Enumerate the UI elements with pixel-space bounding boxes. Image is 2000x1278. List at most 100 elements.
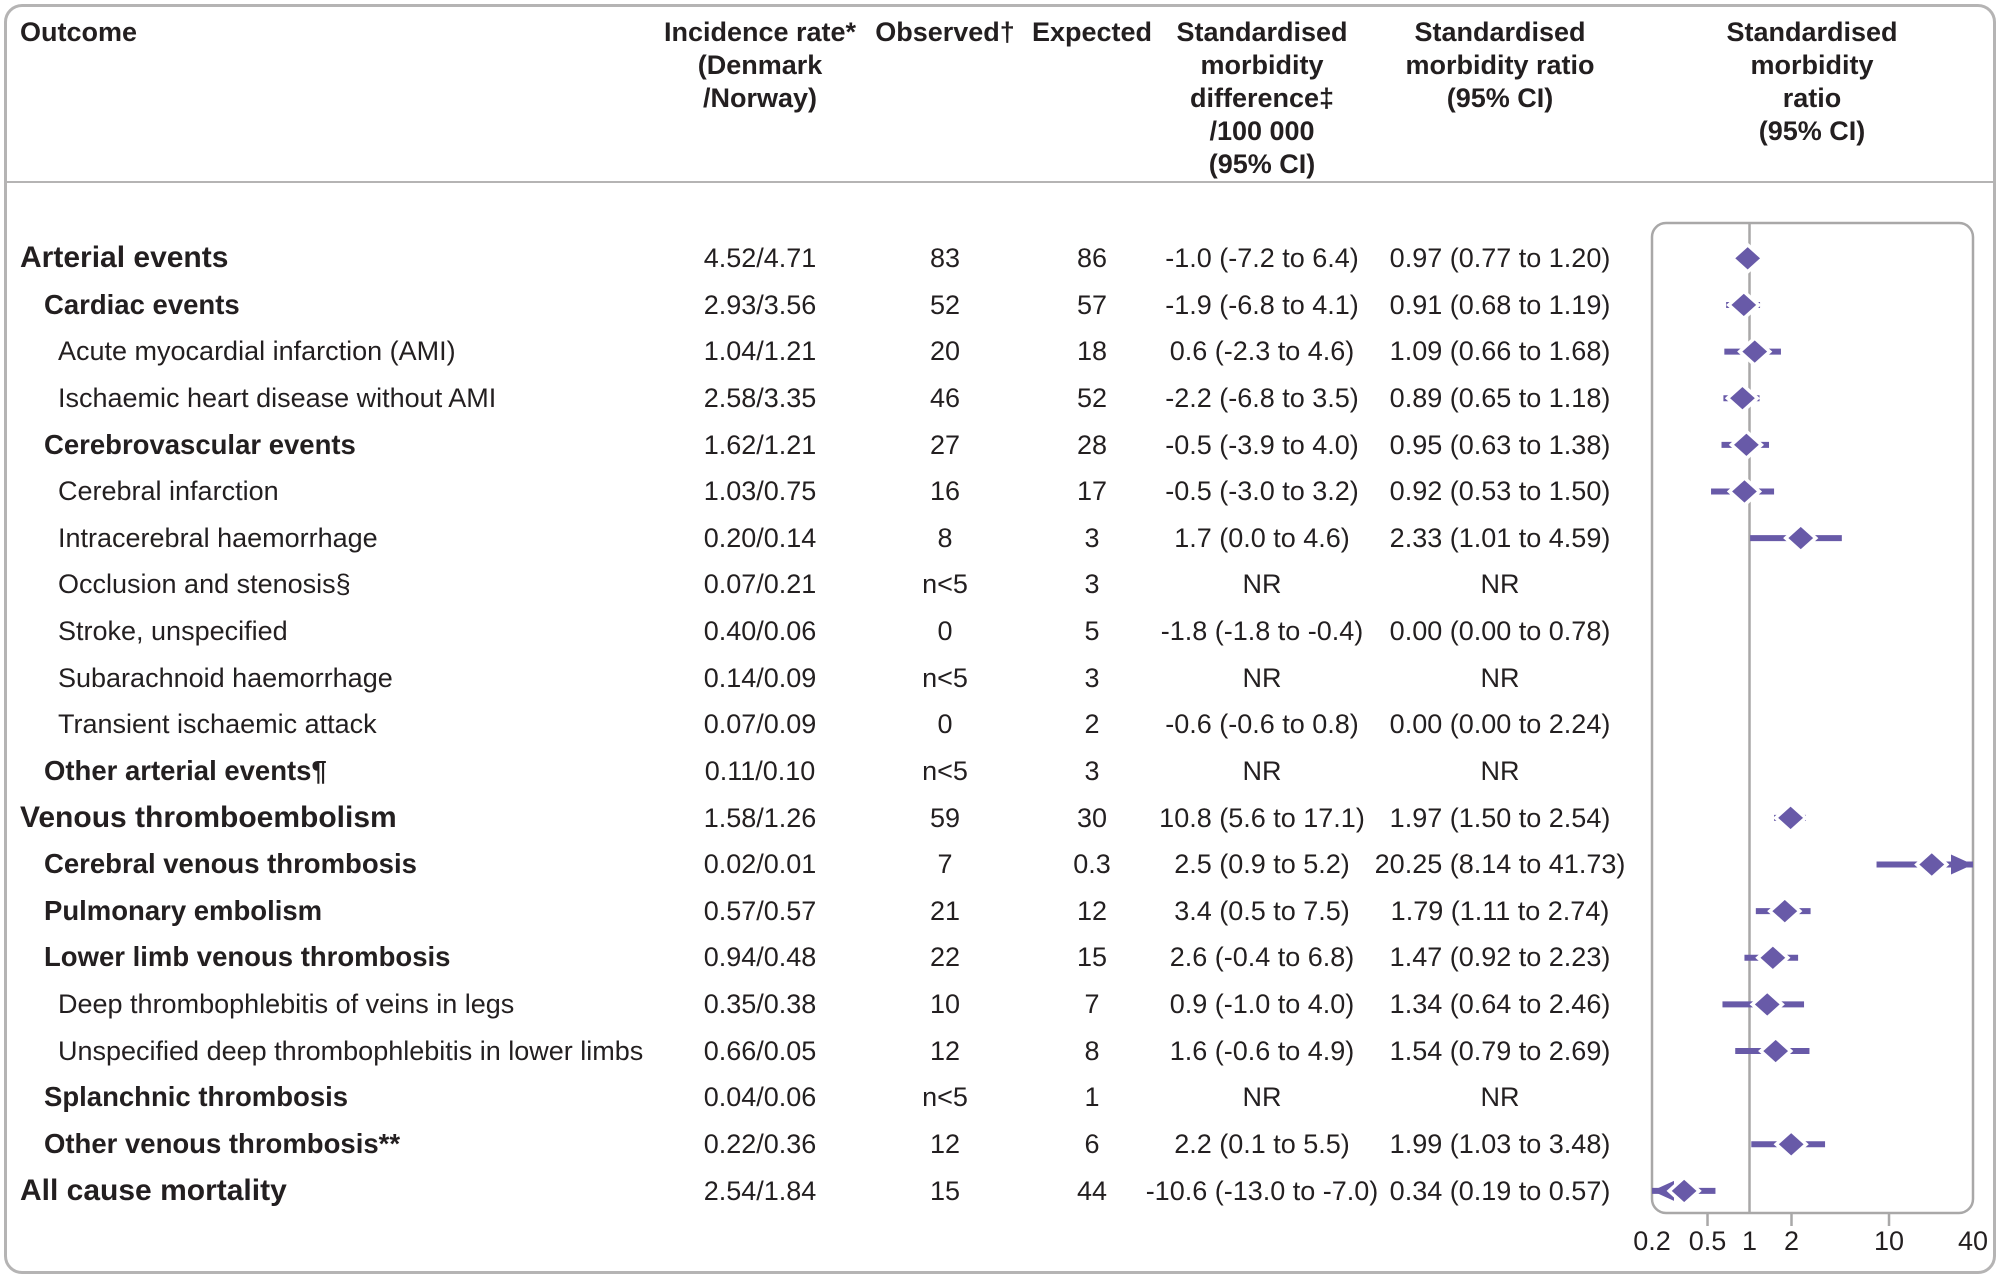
smr-value: 1.47 (0.92 to 2.23)	[1389, 942, 1611, 973]
smr-diamond	[1666, 1175, 1702, 1207]
observed-value: n<5	[922, 1082, 968, 1113]
expected-value: 30	[1076, 802, 1108, 833]
table-row: Acute myocardial infarction (AMI) 1.04/1.…	[0, 328, 1640, 375]
incidence-rate-value: 0.66/0.05	[703, 1035, 817, 1066]
expected-value: 57	[1076, 289, 1108, 320]
smr-value: 1.97 (1.50 to 2.54)	[1389, 802, 1611, 833]
smr-value: NR	[1480, 1082, 1520, 1113]
outcome-label: Transient ischaemic attack	[58, 709, 377, 740]
observed-value: 12	[929, 1128, 961, 1159]
header-expected: Expected	[1031, 17, 1153, 47]
expected-value: 0.3	[1073, 849, 1111, 880]
observed-value: 27	[929, 429, 961, 460]
expected-value: 2	[1084, 709, 1100, 740]
expected-value: 3	[1084, 569, 1100, 600]
smr-diamond	[1783, 522, 1819, 554]
axis-tick-label: 1	[1742, 1226, 1757, 1256]
outcome-label: Splanchnic thrombosis	[44, 1081, 349, 1113]
expected-value: 1	[1084, 1082, 1100, 1113]
smr-diamond	[1914, 848, 1950, 881]
incidence-rate-value: 2.93/3.56	[703, 289, 817, 320]
expected-value: 44	[1076, 1175, 1108, 1206]
table-row: Deep thrombophlebitis of veins in legs 0.…	[0, 981, 1640, 1028]
table-row: Occlusion and stenosis§ 0.07/0.21 n<5 3 NR NR	[0, 561, 1640, 608]
axis-tick-label: 40	[1958, 1226, 1988, 1256]
incidence-rate-value: 0.02/0.01	[703, 849, 817, 880]
observed-value: 20	[929, 336, 961, 367]
header-observed: Observed†	[875, 17, 1015, 47]
outcome-label: Other venous thrombosis**	[44, 1127, 401, 1159]
smd-value: NR	[1242, 569, 1282, 600]
incidence-rate-value: 0.22/0.36	[703, 1128, 817, 1159]
outcome-label: Stroke, unspecified	[58, 616, 288, 647]
observed-value: 46	[929, 382, 961, 413]
smd-value: 2.5 (0.9 to 5.2)	[1174, 849, 1350, 880]
incidence-rate-value: 1.04/1.21	[703, 336, 817, 367]
observed-value: 10	[929, 989, 961, 1020]
outcome-label: All cause mortality	[20, 1173, 287, 1207]
smr-diamond	[1724, 382, 1761, 415]
observed-value: 0	[937, 709, 953, 740]
smr-diamond	[1728, 428, 1765, 461]
smd-value: -10.6 (-13.0 to -7.0)	[1145, 1175, 1379, 1206]
expected-value: 52	[1076, 382, 1108, 413]
outcome-label: Cerebral venous thrombosis	[44, 848, 417, 880]
table-row: Cerebrovascular events 1.62/1.21 27 28 -0.5 …	[0, 422, 1640, 469]
outcome-label: Cerebrovascular events	[44, 428, 356, 460]
smr-value: NR	[1480, 662, 1520, 693]
table-row: Intracerebral haemorrhage 0.20/0.14 8 3 1.7 …	[0, 515, 1640, 562]
smr-diamond	[1726, 289, 1762, 321]
expected-value: 3	[1084, 755, 1100, 786]
smd-value: -0.5 (-3.0 to 3.2)	[1165, 476, 1359, 507]
smd-value: NR	[1242, 1082, 1282, 1113]
table-row: Transient ischaemic attack 0.07/0.09 0 2 -0.…	[0, 701, 1640, 748]
outcome-label: Pulmonary embolism	[44, 894, 323, 926]
expected-value: 15	[1076, 942, 1108, 973]
observed-value: 16	[929, 476, 961, 507]
incidence-rate-value: 0.20/0.14	[703, 522, 817, 553]
smd-value: 2.2 (0.1 to 5.5)	[1174, 1128, 1350, 1159]
incidence-rate-value: 4.52/4.71	[703, 243, 817, 273]
observed-value: n<5	[922, 755, 968, 786]
outcome-label: Ischaemic heart disease without AMI	[58, 382, 497, 413]
axis-tick-label: 0.2	[1633, 1226, 1671, 1256]
incidence-rate-value: 0.35/0.38	[703, 989, 817, 1020]
incidence-rate-value: 1.58/1.26	[703, 802, 817, 833]
smd-value: 0.9 (-1.0 to 4.0)	[1169, 989, 1355, 1020]
expected-value: 5	[1084, 616, 1100, 647]
outcome-label: Venous thromboembolism	[20, 800, 397, 834]
smr-diamond	[1773, 1128, 1809, 1161]
observed-value: 0	[937, 616, 953, 647]
smr-diamond	[1772, 802, 1809, 834]
outcome-label: Deep thrombophlebitis of veins in legs	[58, 989, 515, 1020]
smr-value: 1.79 (1.11 to 2.74)	[1390, 895, 1610, 926]
expected-value: 86	[1076, 243, 1108, 273]
table-row: Lower limb venous thrombosis 0.94/0.48 22 1…	[0, 934, 1640, 981]
observed-value: 83	[929, 243, 961, 273]
observed-value: 21	[929, 895, 961, 926]
table-row: Cerebral infarction 1.03/0.75 16 17 -0.5 (-3…	[0, 468, 1640, 515]
header-forest: Standardised morbidity ratio (95% CI)	[1726, 17, 1898, 146]
header-smd: Standardised morbidity difference‡ /100 …	[1176, 17, 1348, 179]
smr-value: 0.91 (0.68 to 1.19)	[1389, 289, 1611, 320]
smd-value: NR	[1242, 662, 1282, 693]
observed-value: n<5	[922, 569, 968, 600]
smr-diamond	[1730, 242, 1766, 275]
header-incidence: Incidence rate* (Denmark /Norway)	[663, 17, 857, 113]
header-outcome: Outcome	[20, 17, 138, 47]
incidence-rate-value: 0.14/0.09	[703, 662, 817, 693]
plot-panel	[1650, 221, 1975, 1215]
outcome-label: Subarachnoid haemorrhage	[58, 662, 393, 693]
outcome-label: Other arterial events¶	[44, 754, 327, 786]
observed-value: 15	[929, 1175, 961, 1206]
incidence-rate-value: 0.57/0.57	[703, 895, 817, 926]
smr-diamond	[1726, 475, 1763, 508]
smd-value: 0.6 (-2.3 to 4.6)	[1169, 336, 1355, 367]
outcome-label: Acute myocardial infarction (AMI)	[58, 336, 456, 367]
smd-value: -0.6 (-0.6 to 0.8)	[1165, 709, 1359, 740]
expected-value: 7	[1084, 989, 1100, 1020]
incidence-rate-value: 0.11/0.10	[704, 755, 816, 786]
axis-tick-label: 10	[1874, 1226, 1904, 1256]
incidence-rate-value: 0.04/0.06	[703, 1082, 817, 1113]
